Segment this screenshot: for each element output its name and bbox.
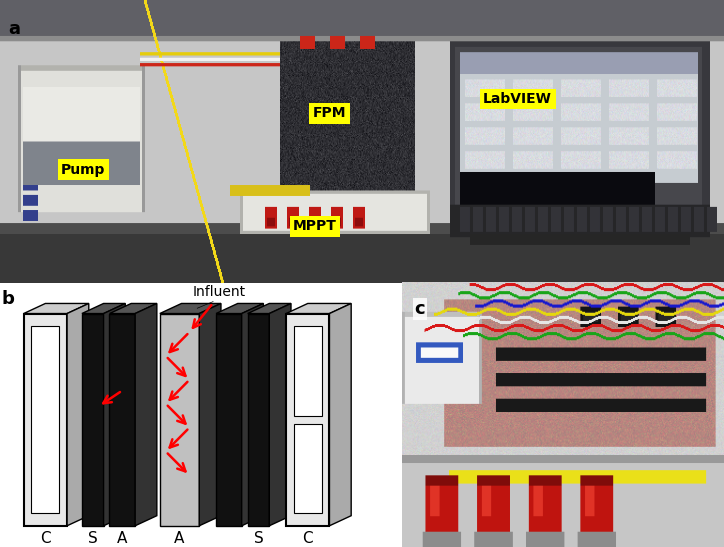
FancyBboxPatch shape	[109, 313, 135, 526]
Text: Influent: Influent	[193, 285, 245, 299]
FancyBboxPatch shape	[24, 313, 67, 526]
Polygon shape	[248, 304, 291, 313]
Polygon shape	[109, 304, 157, 313]
Text: C: C	[303, 531, 313, 546]
Text: A: A	[117, 531, 127, 546]
FancyBboxPatch shape	[216, 313, 242, 526]
Text: MPPT: MPPT	[293, 219, 337, 233]
Polygon shape	[104, 304, 125, 526]
Polygon shape	[24, 304, 89, 313]
Polygon shape	[160, 304, 221, 313]
Polygon shape	[82, 304, 125, 313]
Text: Pump: Pump	[61, 162, 106, 177]
Polygon shape	[67, 304, 89, 526]
FancyBboxPatch shape	[31, 326, 59, 513]
Text: C: C	[40, 531, 51, 546]
FancyBboxPatch shape	[248, 313, 269, 526]
Text: a: a	[9, 20, 21, 38]
Polygon shape	[269, 304, 291, 526]
Polygon shape	[329, 304, 351, 526]
Text: c: c	[415, 300, 425, 318]
Polygon shape	[242, 304, 264, 526]
Text: S: S	[253, 531, 264, 546]
FancyBboxPatch shape	[294, 423, 321, 513]
Text: FPM: FPM	[313, 106, 346, 120]
Polygon shape	[216, 304, 264, 313]
FancyBboxPatch shape	[294, 326, 321, 416]
FancyBboxPatch shape	[82, 313, 104, 526]
Polygon shape	[286, 304, 351, 313]
Text: b: b	[1, 290, 14, 307]
FancyBboxPatch shape	[160, 313, 199, 526]
Text: S: S	[88, 531, 98, 546]
Polygon shape	[199, 304, 221, 526]
FancyBboxPatch shape	[286, 313, 329, 526]
Polygon shape	[135, 304, 157, 526]
Text: A: A	[174, 531, 185, 546]
Text: LabVIEW: LabVIEW	[483, 92, 552, 106]
